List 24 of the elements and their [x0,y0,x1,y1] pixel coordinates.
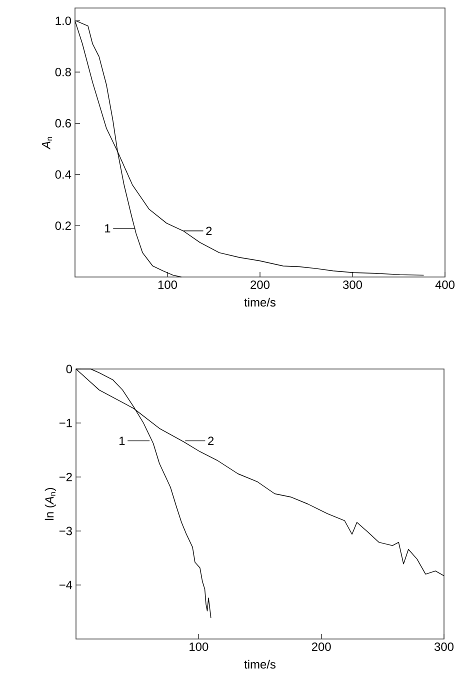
x-tick-label: 100 [190,642,208,651]
y-tick-label: 0.8 [55,68,71,76]
annotation: 2 [208,436,214,445]
y-tick-label: −1 [59,418,72,428]
annotation: 1 [120,436,125,445]
y-tick-label: 0.6 [55,119,71,128]
y-tick-label: −3 [59,526,72,536]
x-tick-label: 400 [435,280,455,289]
x-axis-title: time/s [244,298,276,307]
x-axis-title: time/s [244,660,276,669]
annotation: 1 [105,224,110,232]
x-tick-label: 200 [312,642,331,651]
y-axis-title: A$_{n}$ [42,137,52,150]
y-tick-label: −4 [59,580,72,590]
x-tick-label: 300 [434,642,454,651]
x-tick-label: 200 [250,280,270,289]
y-tick-label: 1.0 [56,16,72,26]
x-tick-label: 300 [342,280,362,289]
y-tick-label: 0.4 [55,170,72,179]
y-tick-label: 0.2 [55,222,71,230]
y-tick-label: −2 [59,472,72,482]
y-tick-label: 0 [66,364,72,374]
x-tick-label: 100 [158,280,178,289]
annotation: 2 [206,226,212,236]
